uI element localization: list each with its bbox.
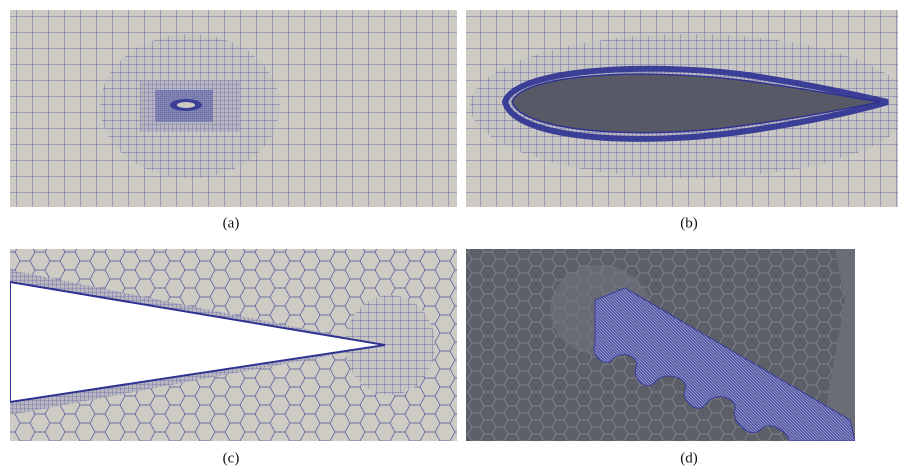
caption: (a) bbox=[223, 215, 240, 231]
panel-c-mesh bbox=[10, 249, 457, 441]
page: (a) (b) (c) (d) (() => { const data = JS… bbox=[0, 0, 906, 469]
caption: (b) bbox=[680, 215, 698, 231]
panel-b-mesh bbox=[466, 10, 906, 207]
panel-a-mesh bbox=[10, 10, 457, 207]
panel-d-mesh bbox=[466, 249, 855, 441]
caption: (d) bbox=[680, 450, 698, 466]
figure: (a) (b) (c) (d) bbox=[0, 0, 906, 469]
caption: (c) bbox=[223, 450, 240, 466]
